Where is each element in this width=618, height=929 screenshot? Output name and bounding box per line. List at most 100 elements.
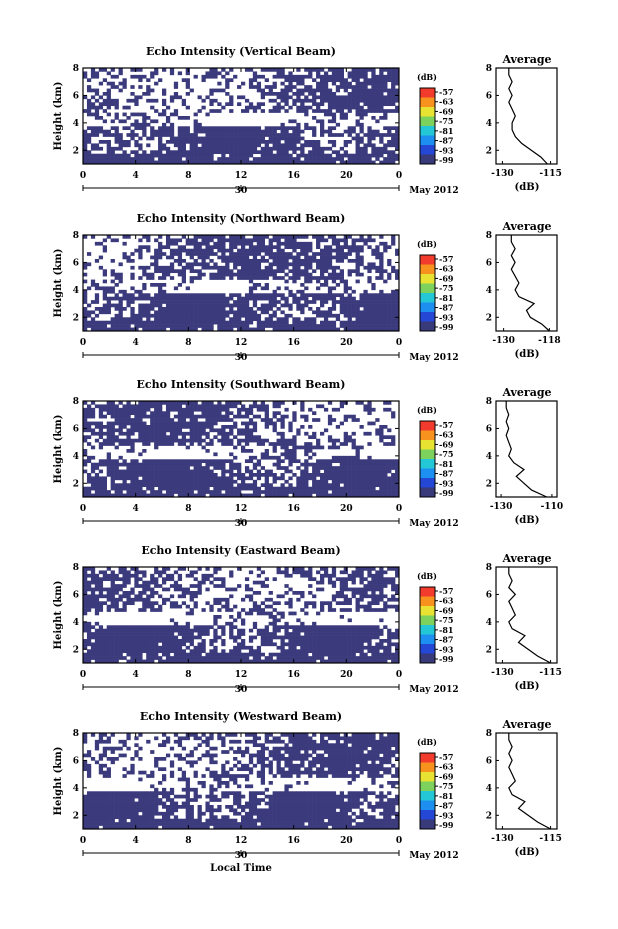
heatmap-cell bbox=[130, 639, 135, 643]
heatmap-cell bbox=[308, 449, 313, 453]
heatmap-cell bbox=[248, 659, 254, 664]
heatmap-cell bbox=[126, 404, 131, 409]
heatmap-cell bbox=[197, 428, 202, 433]
heatmap-cell bbox=[90, 493, 96, 498]
heatmap-cell bbox=[130, 320, 135, 325]
heatmap-cell bbox=[347, 296, 352, 301]
heatmap-cell bbox=[256, 438, 262, 443]
heatmap-cell bbox=[323, 469, 329, 474]
heatmap-cell bbox=[256, 265, 262, 270]
heatmap-cell bbox=[193, 126, 198, 131]
heatmap-cell bbox=[304, 157, 309, 161]
heatmap-cell bbox=[296, 133, 301, 137]
heatmap-cell bbox=[256, 252, 262, 256]
heatmap-cell bbox=[162, 652, 167, 657]
heatmap-cell bbox=[209, 642, 214, 647]
heatmap-cell bbox=[343, 459, 348, 464]
heatmap-cell bbox=[213, 143, 218, 148]
heatmap-cell bbox=[323, 473, 329, 477]
heatmap-cell bbox=[221, 324, 226, 328]
heatmap-cell bbox=[94, 259, 100, 263]
heatmap-cell bbox=[256, 327, 262, 332]
heatmap-cell bbox=[312, 642, 317, 647]
heatmap-cell bbox=[114, 435, 119, 440]
heatmap-cell bbox=[217, 493, 222, 498]
heatmap-cell bbox=[217, 248, 222, 253]
heatmap-cell bbox=[331, 445, 337, 450]
heatmap-cell bbox=[383, 435, 388, 440]
heatmap-cell bbox=[296, 649, 301, 654]
heatmap-cell bbox=[371, 303, 376, 308]
heatmap-cell bbox=[260, 418, 265, 422]
heatmap-cell bbox=[268, 320, 273, 325]
heatmap-cell bbox=[221, 486, 226, 491]
heatmap-cell bbox=[193, 479, 198, 484]
heatmap-cell bbox=[221, 317, 226, 322]
heatmap-cell bbox=[146, 635, 151, 640]
heatmap-cell bbox=[248, 289, 254, 294]
heatmap-cell bbox=[284, 129, 289, 134]
heatmap-cell bbox=[363, 300, 368, 304]
heatmap-cell bbox=[110, 469, 115, 474]
heatmap-cell bbox=[225, 157, 230, 161]
heatmap-cell bbox=[146, 642, 151, 647]
heatmap-cell bbox=[189, 146, 194, 151]
heatmap-cell bbox=[339, 248, 344, 253]
heatmap-cell bbox=[177, 272, 183, 277]
heatmap-cell bbox=[367, 303, 372, 308]
heatmap-cell bbox=[102, 303, 107, 308]
heatmap-cell bbox=[280, 160, 285, 165]
heatmap-cell bbox=[272, 276, 277, 280]
heatmap-cell bbox=[146, 160, 151, 165]
heatmap-cell bbox=[201, 146, 206, 151]
heatmap-cell bbox=[142, 245, 147, 250]
heatmap-cell bbox=[193, 303, 198, 308]
heatmap-cell bbox=[347, 95, 352, 100]
heatmap-cell bbox=[272, 259, 277, 263]
heatmap-cell bbox=[280, 401, 285, 405]
heatmap-cell bbox=[359, 425, 364, 429]
heatmap-cell bbox=[130, 486, 135, 491]
heatmap-cell bbox=[169, 129, 175, 134]
heatmap-cell bbox=[209, 303, 214, 308]
heatmap-cell bbox=[126, 490, 131, 494]
heatmap-cell bbox=[229, 466, 234, 470]
heatmap-cell bbox=[292, 438, 297, 443]
profile-x-tick-label: -130 bbox=[492, 336, 515, 346]
heatmap-cell bbox=[165, 442, 171, 446]
heatmap-cell bbox=[288, 78, 293, 83]
heatmap-cell bbox=[367, 105, 372, 110]
heatmap-cell bbox=[264, 129, 269, 134]
heatmap-cell bbox=[284, 157, 289, 161]
heatmap-cell bbox=[189, 462, 194, 467]
heatmap-cell bbox=[268, 421, 273, 426]
heatmap-cell bbox=[284, 455, 289, 460]
heatmap-cell bbox=[229, 473, 234, 477]
heatmap-cell bbox=[343, 296, 348, 301]
heatmap-cell bbox=[233, 129, 238, 134]
heatmap-cell bbox=[339, 635, 344, 640]
heatmap-cell bbox=[367, 407, 372, 412]
heatmap-cell bbox=[229, 150, 234, 155]
heatmap-cell bbox=[256, 649, 262, 654]
heatmap-cell bbox=[142, 466, 147, 470]
heatmap-cell bbox=[375, 479, 380, 484]
heatmap-cell bbox=[229, 411, 234, 416]
heatmap-cell bbox=[122, 317, 127, 322]
heatmap-cell bbox=[335, 255, 341, 260]
heatmap-cell bbox=[162, 401, 167, 405]
heatmap-cell bbox=[158, 404, 163, 409]
colorbar-tick-label: -69 bbox=[439, 106, 454, 116]
heatmap-cell bbox=[237, 85, 242, 89]
heatmap-cell bbox=[379, 160, 384, 165]
heatmap-cell bbox=[371, 327, 376, 332]
heatmap-cell bbox=[162, 92, 167, 96]
heatmap-cell bbox=[165, 649, 171, 654]
heatmap-cell bbox=[320, 479, 325, 484]
heatmap-cell bbox=[213, 296, 218, 301]
heatmap-cell bbox=[252, 143, 258, 148]
heatmap-cell bbox=[264, 283, 269, 287]
heatmap-cell bbox=[201, 421, 206, 426]
heatmap-cell bbox=[248, 483, 254, 488]
heatmap-cell bbox=[252, 659, 258, 664]
